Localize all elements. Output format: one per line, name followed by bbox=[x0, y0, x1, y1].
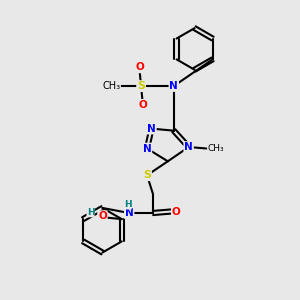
Text: S: S bbox=[137, 81, 145, 91]
Text: N: N bbox=[125, 208, 134, 218]
Text: N: N bbox=[147, 124, 156, 134]
Text: H: H bbox=[124, 200, 131, 209]
Text: O: O bbox=[135, 62, 144, 72]
Text: CH₃: CH₃ bbox=[102, 81, 120, 91]
Text: N: N bbox=[143, 143, 152, 154]
Text: O: O bbox=[172, 206, 181, 217]
Text: O: O bbox=[98, 211, 107, 221]
Text: N: N bbox=[169, 81, 178, 91]
Text: S: S bbox=[143, 170, 151, 180]
Text: O: O bbox=[138, 100, 147, 110]
Text: N: N bbox=[184, 142, 193, 152]
Text: CH₃: CH₃ bbox=[208, 144, 224, 153]
Text: H: H bbox=[87, 208, 94, 217]
